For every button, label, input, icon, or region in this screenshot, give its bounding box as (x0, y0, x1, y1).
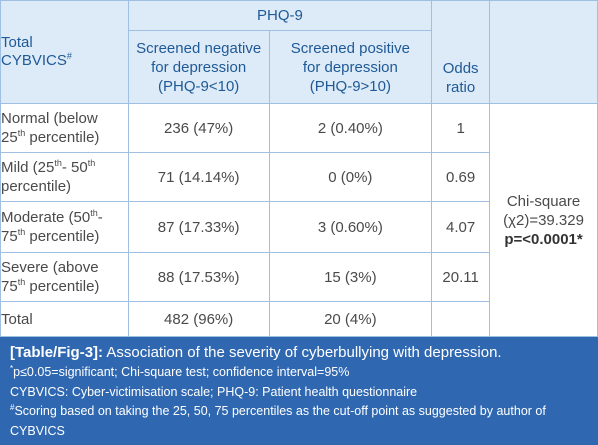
header-total-sup: # (66, 51, 72, 61)
caption-title-text: Association of the severity of cyberbull… (103, 344, 502, 361)
header-row-2: Screened negative for depression (PHQ-9<… (1, 30, 598, 104)
cell-odds: 1 (431, 103, 491, 153)
caption-note-2: CYBVICS: Cyber-victimisation scale; PHQ-… (10, 384, 418, 399)
row-label-total: Total (0, 301, 129, 337)
cell-negative: 88 (17.53%) (127, 252, 270, 302)
cell-negative-total: 482 (96%) (127, 301, 270, 337)
cell-negative: 236 (47%) (127, 103, 270, 153)
header-screened-negative: Screened negative for depression (PHQ-9<… (127, 30, 270, 104)
header-odds-ratio: Odds ratio (431, 0, 491, 104)
cell-odds: 20.11 (431, 252, 491, 302)
header-row-1: Total CYBVICS# PHQ-9 Odds ratio (0, 0, 598, 104)
caption-note-1: *p≤0.05=significant; Chi-square test; co… (10, 363, 350, 379)
cell-odds: 0.69 (431, 152, 491, 202)
header-total-cybvics: Total CYBVICS# (0, 0, 129, 104)
cell-positive-total: 20 (4%) (268, 301, 433, 337)
row-label-mild: Mild (25th- 50th percentile) (0, 152, 129, 202)
table-caption: [Table/Fig-3]: Association of the severi… (0, 337, 598, 445)
row-label-moderate: Moderate (50th- 75th percentile) (0, 201, 129, 253)
cell-negative: 87 (17.33%) (127, 201, 270, 253)
caption-note-3: #Scoring based on taking the 25, 50, 75 … (10, 402, 546, 418)
header-blank (489, 0, 598, 104)
caption-title: [Table/Fig-3]: Association of the severi… (10, 343, 588, 363)
table-row: Severe (above 75th percentile) 88 (17.53… (0, 252, 598, 302)
cell-negative: 71 (14.14%) (127, 152, 270, 202)
header-screened-positive: Screened positive for depression (PHQ-9>… (268, 30, 433, 104)
chi-square-cell: Chi-square (χ2)=39.329 p=<0.0001* (489, 103, 598, 337)
table-row-total: Total 482 (96%) 20 (4%) (0, 301, 598, 337)
table-row: Mild (25th- 50th percentile) 71 (14.14%)… (0, 152, 598, 202)
cell-odds-total (431, 301, 491, 337)
cell-positive: 0 (0%) (268, 152, 433, 202)
cell-positive: 2 (0.40%) (268, 103, 433, 153)
row-label-normal: Normal (below 25th percentile) (0, 103, 129, 153)
row-label-severe: Severe (above 75th percentile) (0, 252, 129, 302)
header-total-line2: CYBVICS# (1, 51, 72, 70)
chi-square-line1: Chi-square (506, 192, 581, 210)
cell-odds: 4.07 (431, 201, 491, 253)
chi-square-pvalue: p=<0.0001* (504, 230, 583, 248)
depression-association-table: Total CYBVICS# PHQ-9 Odds ratio Screened… (0, 0, 598, 337)
header-total-line1: Total (1, 34, 33, 51)
header-phq9: PHQ-9 (127, 0, 433, 31)
cell-positive: 15 (3%) (268, 252, 433, 302)
table-row: Normal (below 25th percentile) 236 (47%)… (0, 103, 598, 337)
caption-note-4: CYBVICS (10, 423, 65, 438)
table-row: Moderate (50th- 75th percentile) 87 (17.… (0, 201, 598, 253)
cell-positive: 3 (0.60%) (268, 201, 433, 253)
chi-square-line2: (χ2)=39.329 (503, 211, 584, 229)
caption-label: [Table/Fig-3]: (10, 344, 104, 361)
